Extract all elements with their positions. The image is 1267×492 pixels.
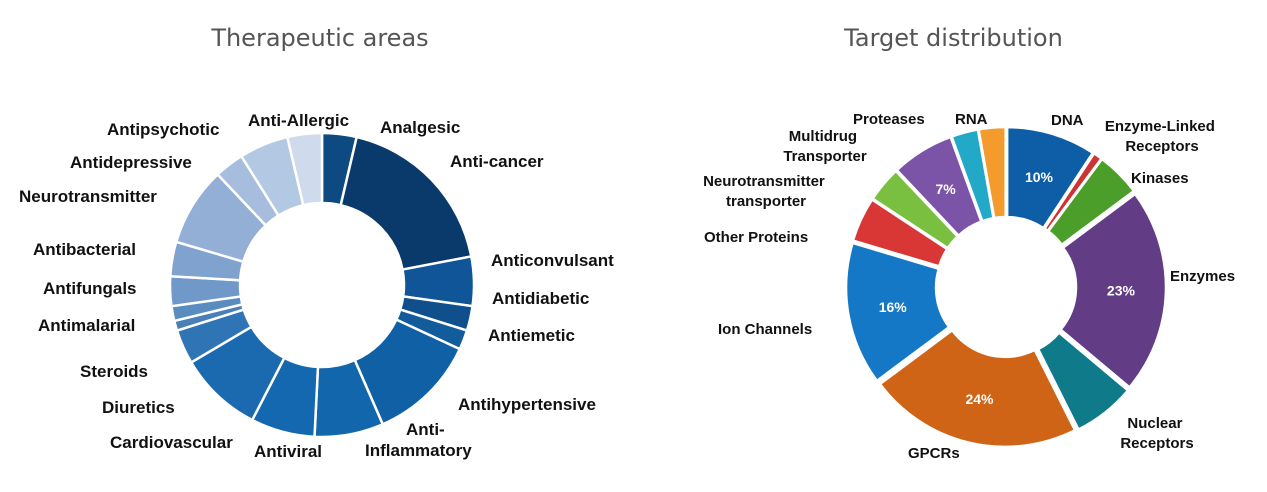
data-label: 16% — [879, 299, 908, 315]
slice-label: Neurotransmitter — [19, 187, 157, 206]
therapeutic-areas-panel: Therapeutic areas Analgesic Anti-cancer … — [19, 24, 614, 461]
slice-label: Steroids — [80, 362, 148, 381]
slice-label: Antipsychotic — [107, 120, 219, 139]
slice-label: Cardiovascular — [110, 433, 233, 452]
slice-label: Anti- Inflammatory — [365, 420, 472, 460]
slice-label: Other Proteins — [704, 229, 808, 246]
slice-label: Proteases — [853, 111, 925, 128]
target-distribution-donut-chart: 10% 23% 24% 16% 7% DNA Enzyme-Linked Recepto… — [703, 111, 1235, 462]
slice-label: Antimalarial — [38, 316, 135, 335]
donut-slice — [844, 241, 951, 383]
slice-label: Enzymes — [1170, 268, 1235, 285]
donut-slice — [878, 328, 1077, 449]
data-label: 7% — [936, 181, 957, 197]
data-label: 24% — [965, 391, 994, 407]
slice-label: Analgesic — [380, 118, 460, 137]
slice-label: Kinases — [1131, 170, 1189, 187]
donut-slice — [977, 125, 1007, 220]
slice-label: GPCRs — [908, 445, 960, 462]
slice-label: Neurotransmitter transporter — [703, 173, 829, 210]
target-distribution-panel: Target distribution 10% 23% 24% 16% 7% DNA E… — [640, 0, 1267, 492]
donut-slice — [339, 135, 473, 272]
slice-label: Anti-Allergic — [248, 111, 349, 130]
slice-label: Ion Channels — [718, 321, 812, 338]
chart-title: Therapeutic areas — [211, 24, 429, 52]
slice-label: Antiemetic — [488, 326, 575, 345]
slice-label: Antihypertensive — [458, 395, 596, 414]
slice-label: Anticonvulsant — [491, 251, 614, 270]
slice-label: Antibacterial — [33, 240, 136, 259]
donut-slice — [870, 169, 960, 250]
donut-slice — [1005, 125, 1095, 230]
slice-label: Antidepressive — [70, 153, 192, 172]
slice-label: Diuretics — [102, 398, 175, 417]
slice-label: Antidiabetic — [492, 289, 589, 308]
data-label: 10% — [1025, 169, 1054, 185]
chart-title: Target distribution — [844, 24, 1063, 52]
donut-slice — [1046, 157, 1136, 247]
slice-label: DNA — [1051, 112, 1084, 129]
slice-label: Anti-cancer — [450, 152, 544, 171]
donut-slice — [1036, 330, 1130, 432]
slice-label: Enzyme-Linked Receptors — [1105, 118, 1219, 155]
slice-label: Antifungals — [43, 279, 137, 298]
slice-label: Antiviral — [254, 442, 322, 461]
donut-slice — [1058, 192, 1168, 390]
slice-label: Multidrug Transporter — [783, 128, 867, 165]
data-label: 23% — [1107, 282, 1136, 298]
therapeutic-areas-donut-chart: Analgesic Anti-cancer Anticonvulsant Ant… — [19, 111, 614, 461]
slice-label: RNA — [955, 111, 988, 128]
slice-label: Nuclear Receptors — [1120, 415, 1193, 452]
donut-slice — [285, 131, 324, 207]
